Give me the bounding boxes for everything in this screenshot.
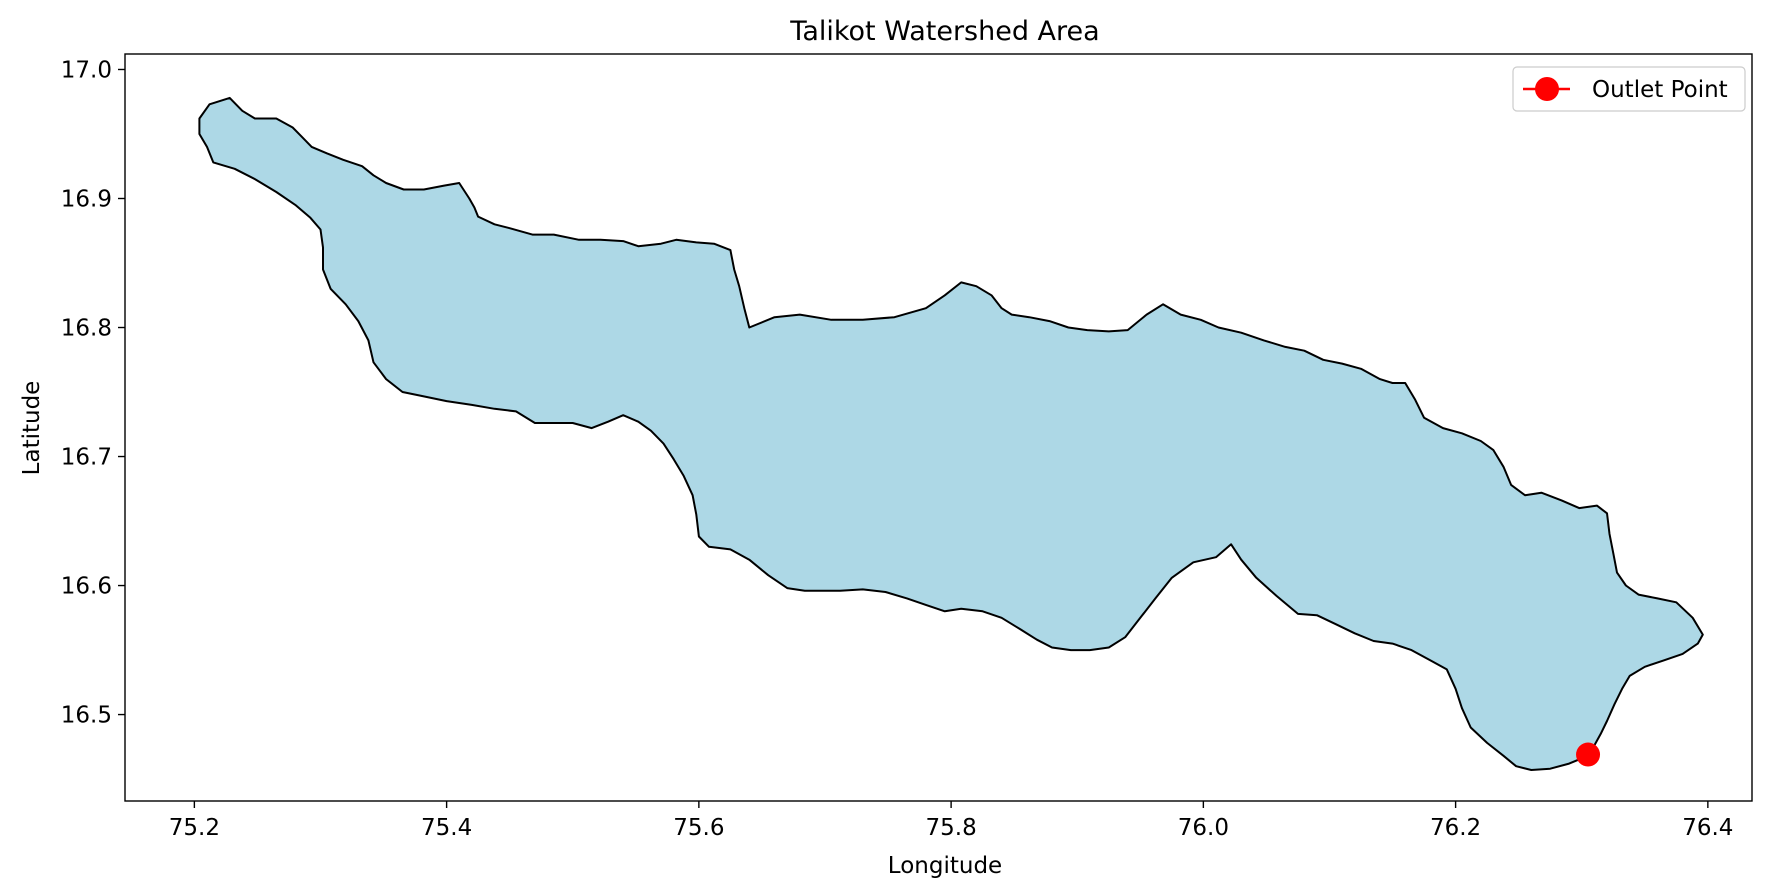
x-tick-label: 76.0	[1178, 815, 1229, 841]
x-tick-label: 75.6	[673, 815, 724, 841]
x-tick-label: 76.4	[1682, 815, 1733, 841]
plot-area	[198, 96, 1704, 771]
x-tick-label: 75.8	[926, 815, 977, 841]
watershed-polygon	[198, 96, 1704, 771]
y-tick-label: 16.6	[61, 574, 112, 600]
legend-marker	[1535, 77, 1559, 101]
y-tick-label: 16.5	[61, 703, 112, 729]
legend: Outlet Point	[1512, 66, 1746, 112]
y-tick-label: 17.0	[61, 57, 112, 83]
outlet-point-marker	[1576, 742, 1601, 767]
x-axis-label: Longitude	[888, 853, 1002, 879]
plot-title: Talikot Watershed Area	[789, 16, 1099, 47]
y-axis-label: Latitude	[19, 381, 45, 476]
x-axis: 75.2 75.4 75.6 75.8 76.0 76.2 76.4	[169, 801, 1733, 841]
y-tick-label: 16.8	[61, 316, 112, 342]
y-axis: 16.5 16.6 16.7 16.8 16.9 17.0	[61, 57, 125, 729]
x-tick-label: 75.2	[169, 815, 220, 841]
x-tick-label: 75.4	[421, 815, 472, 841]
y-tick-label: 16.9	[61, 186, 112, 212]
legend-entry-outlet-point: Outlet Point	[1592, 77, 1728, 103]
legend-box	[1512, 66, 1746, 112]
y-tick-label: 16.7	[61, 445, 112, 471]
x-tick-label: 76.2	[1430, 815, 1481, 841]
axes-frame	[124, 53, 1753, 802]
